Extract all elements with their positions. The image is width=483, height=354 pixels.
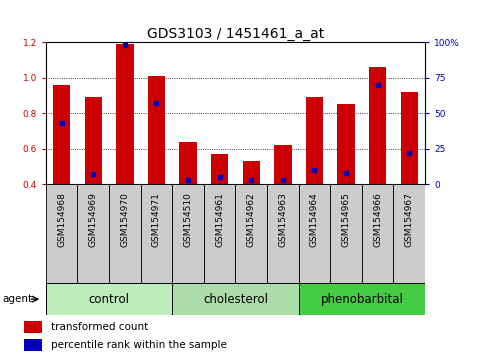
Bar	[109, 184, 141, 283]
Bar	[77, 184, 109, 283]
Text: agent: agent	[2, 294, 32, 304]
Bar	[172, 184, 204, 283]
Bar	[141, 184, 172, 283]
Text: phenobarbital: phenobarbital	[320, 293, 403, 306]
Text: GSM154965: GSM154965	[341, 192, 351, 247]
Text: GSM154969: GSM154969	[89, 192, 98, 247]
Bar	[116, 44, 134, 184]
Text: GSM154966: GSM154966	[373, 192, 382, 247]
Bar	[298, 184, 330, 283]
Bar	[204, 184, 236, 283]
Bar	[24, 321, 42, 333]
Text: GSM154967: GSM154967	[405, 192, 414, 247]
Bar	[46, 283, 172, 315]
Bar	[306, 97, 323, 184]
Title: GDS3103 / 1451461_a_at: GDS3103 / 1451461_a_at	[147, 28, 324, 41]
Bar	[298, 283, 425, 315]
Text: GSM154964: GSM154964	[310, 192, 319, 247]
Bar	[394, 184, 425, 283]
Bar	[330, 184, 362, 283]
Text: transformed count: transformed count	[51, 322, 149, 332]
Bar	[274, 145, 292, 184]
Bar	[400, 92, 418, 184]
Bar	[211, 154, 228, 184]
Text: GSM154510: GSM154510	[184, 192, 193, 247]
Bar	[369, 67, 386, 184]
Bar	[172, 283, 298, 315]
Text: GSM154968: GSM154968	[57, 192, 66, 247]
Text: GSM154970: GSM154970	[120, 192, 129, 247]
Bar	[179, 142, 197, 184]
Text: GSM154963: GSM154963	[278, 192, 287, 247]
Text: GSM154961: GSM154961	[215, 192, 224, 247]
Bar	[337, 104, 355, 184]
Bar	[53, 85, 71, 184]
Text: control: control	[88, 293, 129, 306]
Text: cholesterol: cholesterol	[203, 293, 268, 306]
Bar	[267, 184, 298, 283]
Bar	[242, 161, 260, 184]
Text: GSM154962: GSM154962	[247, 192, 256, 247]
Bar	[236, 184, 267, 283]
Text: GSM154971: GSM154971	[152, 192, 161, 247]
Bar	[362, 184, 394, 283]
Text: percentile rank within the sample: percentile rank within the sample	[51, 340, 227, 350]
Bar	[46, 184, 77, 283]
Bar	[24, 339, 42, 351]
Bar	[85, 97, 102, 184]
Bar	[148, 76, 165, 184]
